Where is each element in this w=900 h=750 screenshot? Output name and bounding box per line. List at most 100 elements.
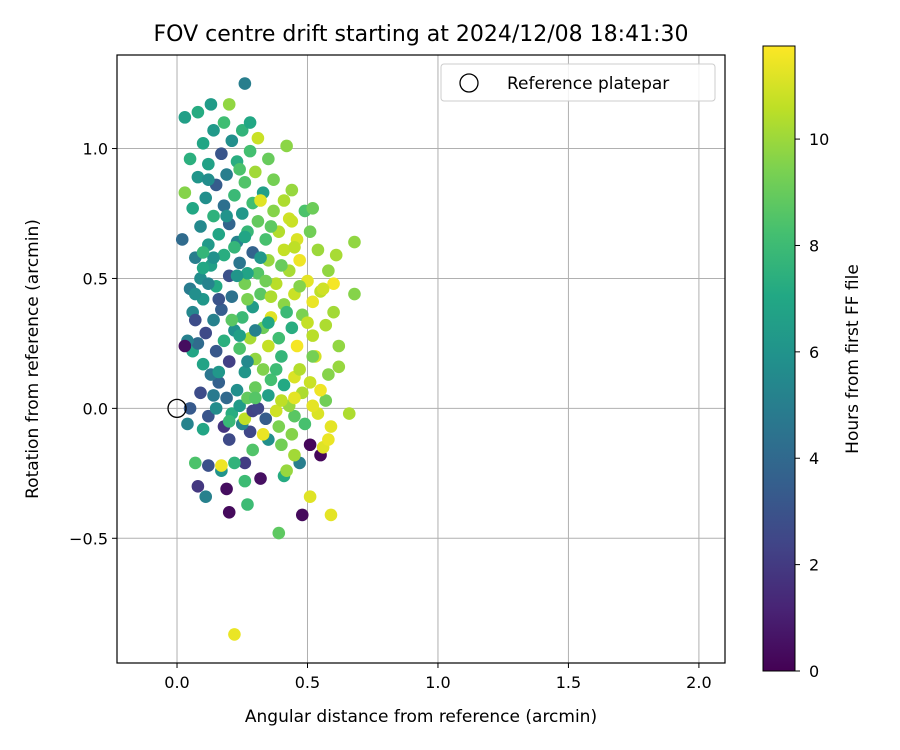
data-point bbox=[220, 209, 233, 223]
data-point bbox=[267, 204, 280, 218]
data-point bbox=[178, 339, 192, 353]
y-tick-label: 1.0 bbox=[83, 140, 108, 159]
data-point bbox=[233, 256, 246, 270]
data-point bbox=[241, 498, 254, 511]
data-point bbox=[288, 448, 301, 462]
data-point bbox=[285, 321, 299, 335]
data-point bbox=[293, 253, 306, 267]
data-point bbox=[262, 316, 275, 329]
data-point bbox=[275, 350, 288, 363]
data-point bbox=[332, 360, 346, 374]
data-point bbox=[324, 420, 338, 433]
data-point bbox=[277, 378, 291, 392]
data-point bbox=[254, 251, 267, 264]
data-point bbox=[207, 389, 220, 402]
data-point bbox=[212, 292, 226, 306]
data-point bbox=[178, 111, 192, 124]
data-point bbox=[238, 412, 252, 426]
data-point bbox=[220, 168, 233, 181]
data-point bbox=[249, 324, 262, 337]
y-axis-label: Rotation from reference (arcmin) bbox=[23, 219, 43, 499]
data-point bbox=[262, 152, 275, 166]
data-point bbox=[288, 391, 301, 405]
legend-marker-reference bbox=[459, 73, 479, 93]
data-point bbox=[181, 417, 194, 431]
x-axis-ticks: 0.0 0.5 1.0 1.5 2.0 bbox=[164, 663, 712, 692]
data-point bbox=[256, 363, 270, 376]
x-tick-label: 0.0 bbox=[164, 673, 189, 692]
data-point bbox=[262, 339, 275, 353]
chart-title: FOV centre drift starting at 2024/12/08 … bbox=[154, 22, 689, 47]
data-point bbox=[222, 415, 236, 428]
data-point bbox=[207, 251, 220, 264]
y-tick-label: −0.5 bbox=[69, 529, 108, 548]
data-point bbox=[306, 350, 320, 363]
data-point bbox=[222, 505, 236, 519]
y-tick-label: 0.0 bbox=[83, 399, 108, 418]
data-point bbox=[269, 363, 283, 376]
data-point bbox=[194, 386, 207, 400]
data-point bbox=[288, 240, 301, 254]
data-point bbox=[183, 152, 197, 166]
data-point bbox=[285, 183, 299, 197]
legend-box bbox=[440, 63, 716, 102]
data-point bbox=[249, 165, 262, 179]
data-point bbox=[235, 124, 249, 137]
data-point bbox=[301, 316, 314, 329]
data-point bbox=[293, 279, 306, 293]
data-point bbox=[303, 490, 317, 504]
data-point bbox=[235, 207, 249, 220]
data-point bbox=[175, 233, 189, 246]
colorbar-ticks: 0 2 4 6 8 10 bbox=[795, 130, 829, 681]
data-point bbox=[238, 456, 252, 470]
data-point bbox=[277, 194, 291, 207]
colorbar-tick-label: 4 bbox=[809, 449, 819, 468]
data-point bbox=[324, 508, 338, 522]
data-point bbox=[233, 163, 246, 176]
data-point bbox=[233, 399, 246, 413]
data-point bbox=[311, 243, 325, 257]
data-point bbox=[196, 261, 210, 275]
data-point bbox=[230, 269, 244, 283]
colorbar: 0 2 4 6 8 10 Hours from first FF file bbox=[762, 45, 863, 681]
data-point bbox=[225, 290, 239, 303]
data-point bbox=[188, 456, 202, 470]
data-point bbox=[269, 404, 283, 418]
data-point bbox=[264, 220, 278, 233]
data-point bbox=[202, 409, 215, 423]
data-point bbox=[209, 402, 223, 415]
data-point bbox=[272, 331, 286, 345]
data-point bbox=[202, 157, 215, 171]
data-point bbox=[243, 116, 257, 129]
data-point bbox=[220, 482, 233, 496]
data-point bbox=[288, 409, 301, 423]
data-point bbox=[243, 144, 257, 158]
data-point bbox=[269, 277, 283, 290]
reference-platepar-marker bbox=[167, 398, 187, 419]
data-point bbox=[241, 292, 254, 306]
data-point bbox=[178, 186, 192, 200]
data-point bbox=[233, 329, 246, 342]
plot-frame bbox=[116, 54, 726, 664]
colorbar-tick-label: 6 bbox=[809, 343, 819, 362]
data-point bbox=[217, 199, 231, 213]
x-tick-label: 2.0 bbox=[686, 673, 711, 692]
colorbar-tick-label: 2 bbox=[809, 556, 819, 575]
data-point bbox=[196, 246, 210, 259]
data-point bbox=[186, 201, 199, 215]
data-point bbox=[225, 313, 239, 327]
data-point bbox=[295, 508, 309, 522]
data-point bbox=[272, 420, 286, 433]
data-point bbox=[207, 313, 220, 327]
data-point bbox=[188, 287, 202, 301]
data-point bbox=[217, 248, 231, 262]
data-point bbox=[199, 326, 213, 340]
data-point bbox=[183, 402, 197, 415]
data-point bbox=[243, 425, 257, 439]
data-point bbox=[290, 339, 304, 353]
data-point bbox=[212, 376, 226, 389]
data-point bbox=[259, 274, 273, 288]
data-point bbox=[264, 373, 278, 387]
data-point bbox=[254, 287, 267, 301]
data-point bbox=[202, 277, 215, 290]
